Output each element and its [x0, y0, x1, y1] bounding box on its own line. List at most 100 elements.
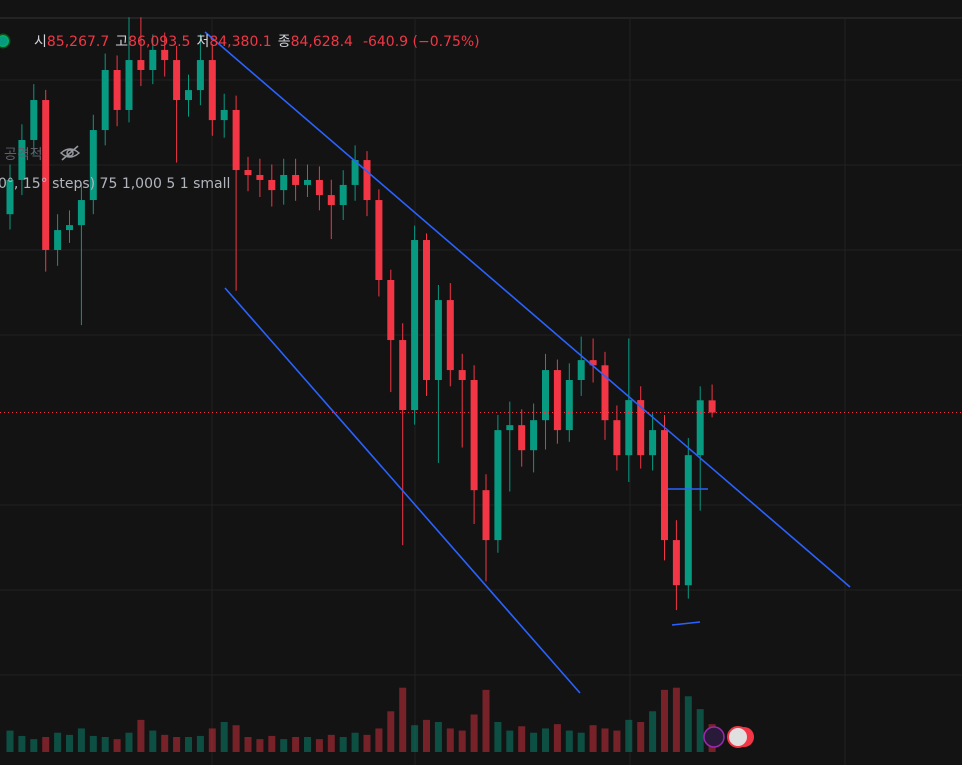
volume-bar	[268, 735, 276, 752]
candle-body	[458, 370, 466, 381]
volume-bar	[220, 722, 228, 752]
label: 저	[196, 34, 209, 50]
candle-body	[137, 60, 145, 70]
value: 84,380.1	[209, 34, 271, 50]
volume-bar	[232, 725, 240, 752]
candle-body	[684, 455, 692, 586]
candle-body	[113, 69, 121, 110]
volume-bar	[446, 728, 454, 752]
candle-body	[232, 109, 240, 171]
candle-body	[530, 420, 538, 451]
volume-bar	[613, 730, 621, 752]
candle-body	[518, 425, 526, 451]
volume-bar	[601, 728, 609, 752]
candle-body	[696, 400, 704, 456]
candle-body	[77, 200, 85, 226]
volume-bar	[256, 739, 264, 752]
candle-body	[470, 380, 478, 491]
volume-bar	[494, 722, 502, 752]
candle-body	[244, 170, 252, 175]
volume-bar	[77, 728, 85, 752]
trend-lines	[204, 31, 851, 694]
candle-body	[672, 540, 680, 586]
candle-body	[339, 184, 347, 206]
volume-bar	[125, 732, 133, 752]
volume-bar	[375, 728, 383, 752]
candle-body	[708, 400, 716, 413]
volume-bar	[101, 737, 109, 752]
candle-body	[54, 230, 62, 250]
candle-body	[375, 200, 383, 280]
candle-body	[351, 160, 359, 185]
candle-body	[161, 49, 169, 61]
volume-bar	[363, 734, 371, 752]
volume-bar	[411, 725, 419, 752]
candle-body	[637, 400, 645, 456]
candle-body	[256, 174, 264, 180]
volume-bar	[280, 739, 288, 752]
candle-body	[577, 360, 585, 381]
indicator-settings: 0°, 15° steps) 75 1,000 5 1 small	[0, 176, 230, 192]
candle-body	[280, 174, 288, 191]
candle-body	[268, 179, 276, 191]
volume-bar	[530, 732, 538, 752]
volume-bar	[684, 696, 692, 752]
volume-bar	[6, 730, 14, 752]
candle-body	[601, 365, 609, 421]
volume-bar	[315, 739, 323, 752]
volume-bar	[304, 737, 311, 752]
candle-body	[411, 240, 419, 411]
volume-bar	[518, 726, 526, 752]
volume-bar	[339, 737, 347, 752]
label: 종	[278, 34, 291, 50]
label: 시	[34, 34, 47, 50]
candle-body	[18, 139, 26, 180]
volume-bar	[553, 724, 561, 752]
change: -640.9 (−0.75%)	[363, 34, 480, 50]
hide-icon[interactable]	[59, 145, 81, 161]
volume-bar	[351, 732, 359, 752]
candle-body	[89, 130, 97, 201]
candle-body	[196, 60, 204, 91]
candle-body	[149, 49, 157, 70]
volume-bar	[649, 711, 657, 752]
candle-body	[553, 370, 561, 431]
volume-bar	[185, 737, 192, 752]
volume-bar	[577, 732, 585, 752]
status-dot	[0, 33, 11, 49]
candle-body	[173, 60, 181, 101]
volume-bar	[292, 737, 300, 752]
trend-line	[224, 287, 581, 694]
candle-body	[220, 109, 228, 121]
volume-bar	[458, 730, 466, 752]
grid	[0, 17, 962, 765]
candle-body	[292, 174, 300, 185]
label: 고	[115, 34, 128, 50]
candle-body	[363, 160, 371, 201]
candle-body	[6, 179, 14, 215]
candle-body	[327, 195, 335, 206]
trend-line	[671, 621, 701, 626]
volume-bar	[696, 709, 704, 752]
volume-bar	[149, 730, 157, 752]
value: 84,628.4	[291, 34, 353, 50]
volume-bar	[399, 687, 407, 752]
candle-body	[66, 225, 73, 231]
event-icons[interactable]	[703, 726, 754, 748]
volume-bar	[625, 719, 633, 752]
volume-bar	[244, 737, 252, 752]
volume-bar	[42, 737, 50, 752]
trend-line	[204, 31, 851, 588]
candle-body	[387, 279, 395, 341]
ohlc-header: 시85,267.7 고86,093.5 저84,380.1 종84,628.4 -640…	[34, 34, 480, 50]
volume-layer	[6, 687, 716, 752]
candle-body	[315, 179, 323, 196]
candle-body	[613, 420, 621, 456]
candle-body	[399, 340, 407, 411]
candle-body	[208, 60, 216, 121]
volume-bar	[137, 719, 145, 752]
volume-bar	[589, 725, 597, 752]
